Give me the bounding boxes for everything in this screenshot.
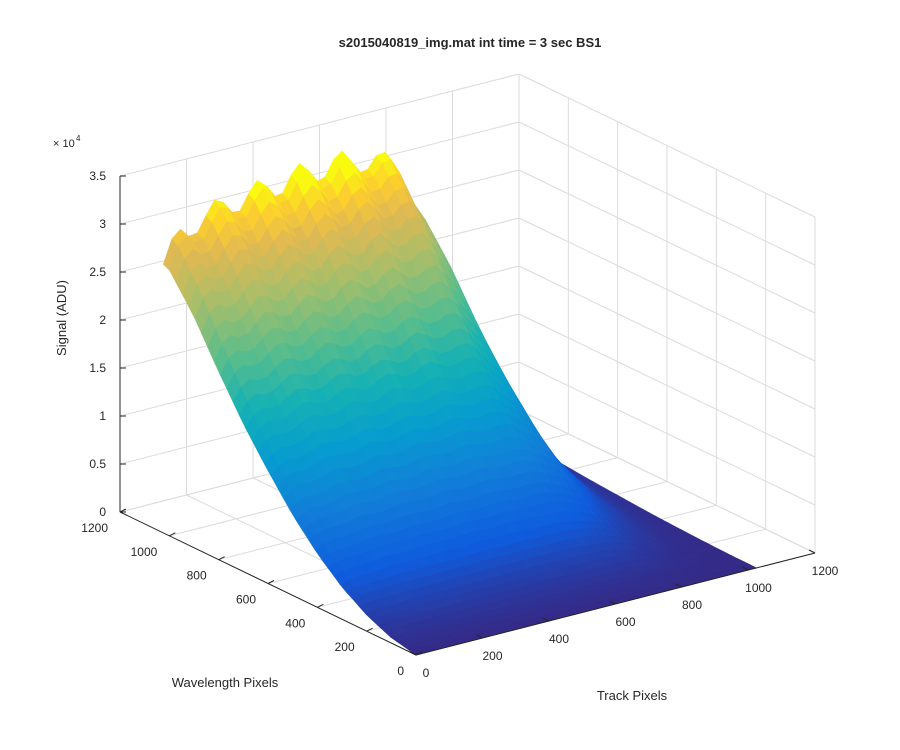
- x-tick-label: 800: [682, 598, 702, 612]
- z-multiplier-base: × 10: [53, 138, 75, 150]
- grid-line: [518, 217, 816, 362]
- axes: [119, 175, 816, 656]
- grid-line: [518, 169, 816, 314]
- grid-line: [518, 265, 816, 410]
- z-tick-label: 3: [99, 217, 106, 231]
- x-tick-label: 0: [423, 666, 430, 680]
- y-tick: [169, 532, 176, 537]
- surface-plot: [163, 150, 758, 656]
- grid-line: [518, 361, 816, 506]
- grid-line: [518, 409, 816, 554]
- y-tick: [218, 556, 225, 561]
- z-tick-label: 1.5: [89, 361, 106, 375]
- y-tick: [267, 580, 275, 584]
- y-tick: [366, 627, 373, 632]
- x-tick: [409, 651, 417, 656]
- z-tick-label: 2.5: [89, 265, 106, 279]
- y-tick-label: 600: [236, 593, 256, 607]
- x-tick-label: 600: [615, 615, 635, 629]
- x-tick: [542, 617, 550, 622]
- x-tick: [609, 600, 616, 605]
- y-tick: [415, 651, 423, 656]
- x-tick-label: 1000: [745, 581, 772, 595]
- x-tick: [476, 634, 483, 639]
- x-tick-label: 400: [549, 632, 569, 646]
- z-tick-label: 2: [99, 313, 106, 327]
- grid-line: [518, 121, 816, 266]
- y-tick: [317, 603, 324, 608]
- z-tick-label: 1: [99, 409, 106, 423]
- y-tick-label: 0: [397, 664, 404, 678]
- y-tick-label: 400: [285, 616, 305, 630]
- y-tick-label: 1200: [81, 521, 108, 535]
- tick-labels: 0200400600800100012000200400600800100012…: [81, 169, 838, 680]
- z-axis-label: Signal (ADU): [54, 280, 69, 356]
- x-tick-label: 200: [482, 649, 502, 663]
- x-tick: [742, 566, 749, 571]
- y-tick-label: 800: [187, 569, 207, 583]
- grid-line: [518, 313, 816, 458]
- y-tick-label: 200: [335, 640, 355, 654]
- x-tick: [675, 583, 683, 588]
- z-tick-label: 0.5: [89, 457, 106, 471]
- y-tick-label: 1000: [131, 545, 158, 559]
- grid-line: [119, 121, 520, 225]
- y-axis-label: Wavelength Pixels: [172, 675, 279, 690]
- chart-title: s2015040819_img.mat int time = 3 sec BS1: [339, 35, 602, 50]
- z-tick-label: 0: [99, 505, 106, 519]
- z-multiplier: × 10 4: [53, 134, 81, 150]
- z-multiplier-exponent: 4: [76, 134, 81, 143]
- x-tick-label: 1200: [812, 564, 839, 578]
- z-tick-label: 3.5: [89, 169, 106, 183]
- x-tick: [808, 549, 816, 554]
- grid-line: [119, 73, 520, 177]
- grid-line: [518, 73, 816, 218]
- x-axis-label: Track Pixels: [597, 688, 668, 703]
